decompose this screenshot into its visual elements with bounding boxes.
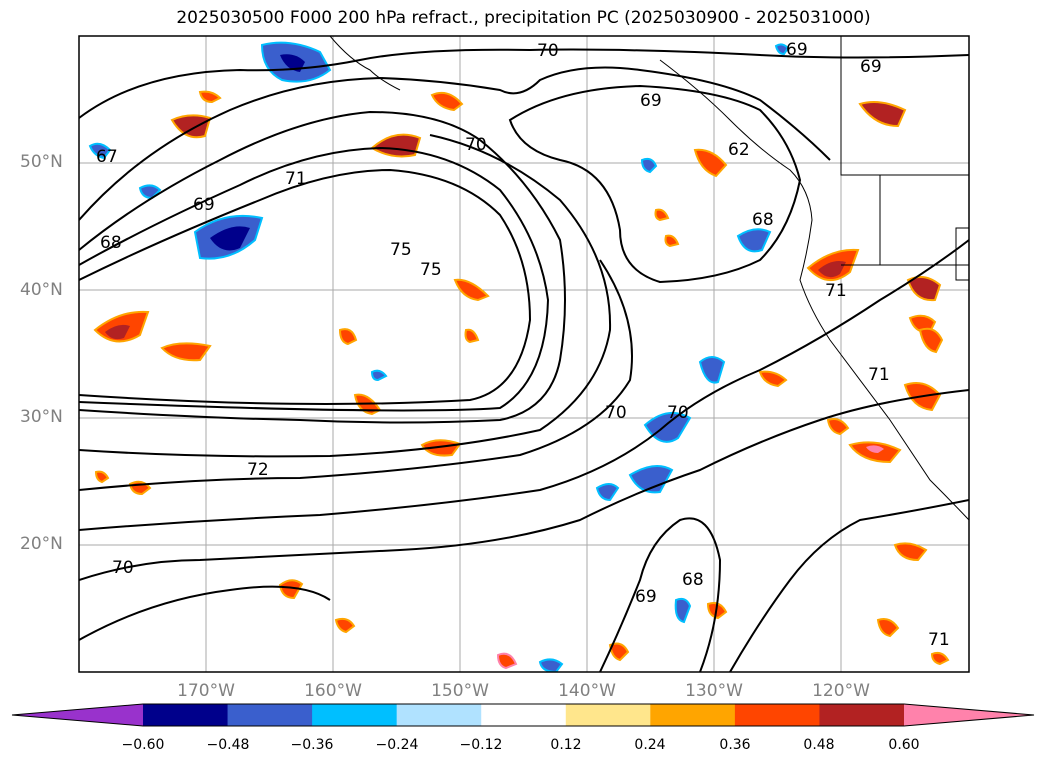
contour-label: 62 — [728, 140, 750, 160]
colorbar-extend-low — [12, 704, 143, 726]
colorbar-bin — [481, 704, 567, 726]
colorbar-tick: 0.48 — [803, 737, 835, 753]
contour-label: 70 — [112, 558, 134, 578]
colorbar-bins — [143, 704, 905, 726]
map-frame — [78, 35, 970, 673]
contour-label: 69 — [786, 40, 808, 60]
colorbar-tick: −0.36 — [290, 737, 334, 753]
colorbar-bin — [227, 704, 313, 726]
colorbar-tick: −0.48 — [206, 737, 250, 753]
colorbar-tick: −0.12 — [459, 737, 503, 753]
colorbar-bin — [312, 704, 398, 726]
precipitation-patches — [88, 41, 950, 672]
colorbar-tick: 0.24 — [634, 737, 666, 753]
colorbar-bin — [396, 704, 482, 726]
contour-label: 70 — [667, 403, 689, 423]
map-plot-area — [79, 36, 969, 672]
colorbar-tick: 0.12 — [550, 737, 582, 753]
lon-label: 120°W — [812, 681, 870, 701]
gridlines — [79, 36, 969, 672]
contour-label: 68 — [682, 570, 704, 590]
contour-label: 70 — [537, 41, 559, 61]
lat-label: 20°N — [20, 534, 63, 554]
contour-label: 67 — [96, 147, 118, 167]
contour-label: 69 — [640, 91, 662, 111]
refractivity-contours — [79, 48, 969, 672]
contour-label: 71 — [825, 281, 847, 301]
contour-label: 71 — [285, 169, 307, 189]
contour-label: 69 — [860, 57, 882, 77]
colorbar-bin — [650, 704, 736, 726]
colorbar-bin — [143, 704, 229, 726]
contour-label: 71 — [928, 630, 950, 650]
colorbar-outline — [11, 703, 1035, 727]
contour-label: 70 — [465, 135, 487, 155]
colorbar-tick: 0.36 — [719, 737, 751, 753]
lat-label: 30°N — [20, 407, 63, 427]
contour-label: 70 — [605, 403, 627, 423]
colorbar-tick: 0.60 — [888, 737, 920, 753]
lat-label: 50°N — [20, 152, 63, 172]
lon-label: 160°W — [304, 681, 362, 701]
contour-label: 68 — [752, 210, 774, 230]
contour-label: 69 — [635, 587, 657, 607]
colorbar-extend-high — [904, 704, 1034, 726]
colorbar-bin — [565, 704, 651, 726]
lon-label: 130°W — [685, 681, 743, 701]
colorbar — [11, 703, 1035, 727]
contour-label: 75 — [390, 240, 412, 260]
colorbar-bin — [819, 704, 905, 726]
lon-label: 170°W — [177, 681, 235, 701]
contour-label-group: 70 69 69 69 70 67 71 69 68 62 68 75 75 7… — [96, 40, 950, 650]
lat-label: 40°N — [20, 280, 63, 300]
colorbar-tick: −0.60 — [121, 737, 165, 753]
contour-label: 68 — [100, 233, 122, 253]
contour-label: 69 — [193, 195, 215, 215]
contour-label: 71 — [868, 365, 890, 385]
lon-label: 150°W — [431, 681, 489, 701]
contour-label: 72 — [247, 460, 269, 480]
map-title: 2025030500 F000 200 hPa refract., precip… — [176, 8, 871, 28]
lon-label: 140°W — [558, 681, 616, 701]
contour-label: 75 — [420, 260, 442, 280]
colorbar-tick: −0.24 — [375, 737, 419, 753]
colorbar-bin — [734, 704, 820, 726]
coastlines — [329, 36, 969, 521]
